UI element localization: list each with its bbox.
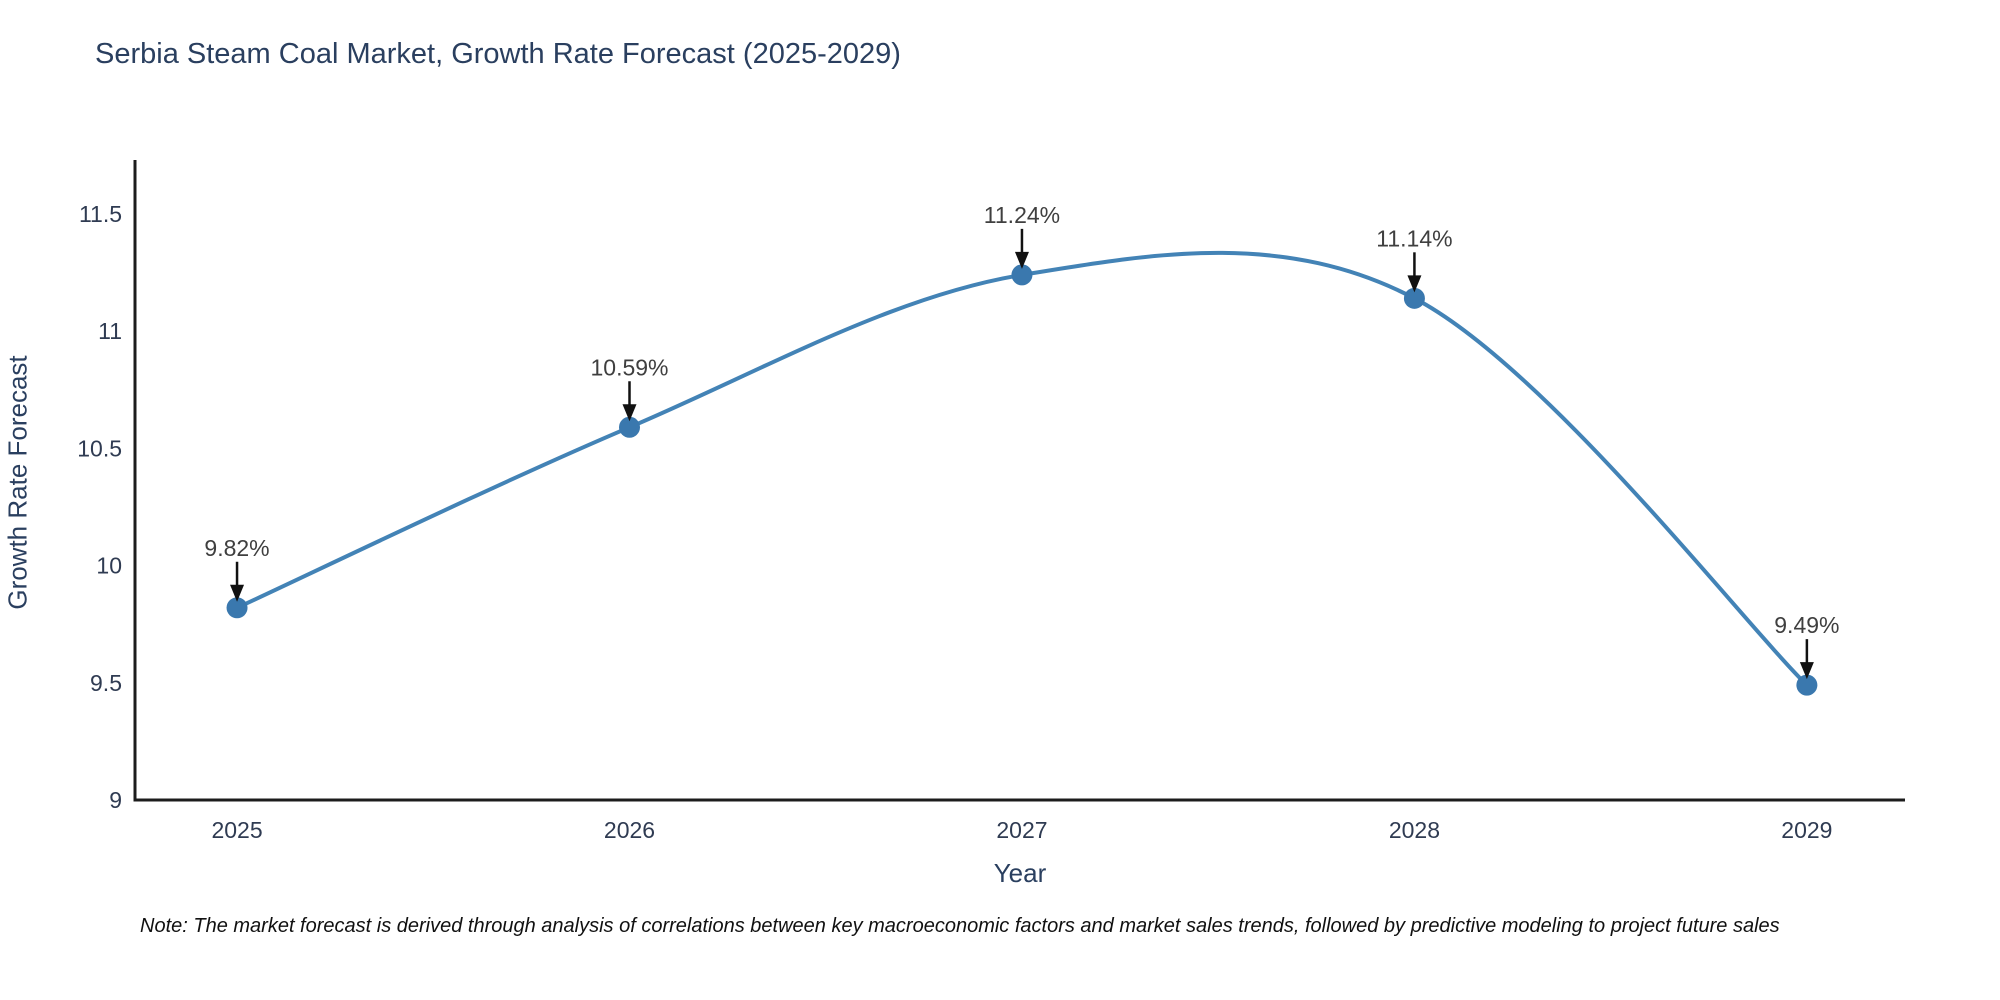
data-point-marker-2029: [1796, 674, 1818, 696]
line-series-path: [236, 250, 1809, 687]
data-point-marker-2028: [1403, 287, 1425, 309]
x-tick-label-2026: 2026: [604, 817, 655, 843]
data-point-marker-2026: [619, 416, 641, 438]
y-tick-label-11.5: 11.5: [79, 201, 122, 227]
annotation-label-2027: 11.24%: [984, 202, 1060, 228]
y-tick-label-10: 10: [96, 553, 122, 579]
data-point-marker-2025: [226, 597, 248, 619]
annotation-arrowhead-2029: [1799, 662, 1814, 680]
x-tick-label-2028: 2028: [1389, 817, 1440, 843]
annotation-label-2026: 10.59%: [590, 354, 668, 380]
annotation-arrowhead-2025: [230, 584, 245, 602]
annotation-label-2028: 11.14%: [1376, 225, 1452, 251]
y-tick-label-9: 9: [109, 787, 122, 813]
annotation-label-2025: 9.82%: [204, 535, 269, 561]
x-axis-title: Year: [993, 858, 1047, 888]
y-tick-label-9.5: 9.5: [90, 670, 122, 696]
y-tick-label-10.5: 10.5: [77, 435, 122, 461]
chart-title: Serbia Steam Coal Market, Growth Rate Fo…: [95, 38, 901, 70]
footnote: Note: The market forecast is derived thr…: [140, 915, 1780, 937]
annotation-arrowhead-2026: [622, 404, 637, 422]
x-tick-label-2027: 2027: [996, 817, 1047, 843]
annotation-label-2029: 9.49%: [1774, 612, 1839, 638]
x-tick-label-2025: 2025: [211, 817, 262, 843]
annotation-arrowhead-2028: [1407, 275, 1422, 293]
x-tick-label-2029: 2029: [1781, 817, 1832, 843]
y-tick-label-11: 11: [98, 318, 122, 344]
annotation-arrowhead-2027: [1014, 251, 1029, 269]
data-point-marker-2027: [1011, 264, 1033, 286]
